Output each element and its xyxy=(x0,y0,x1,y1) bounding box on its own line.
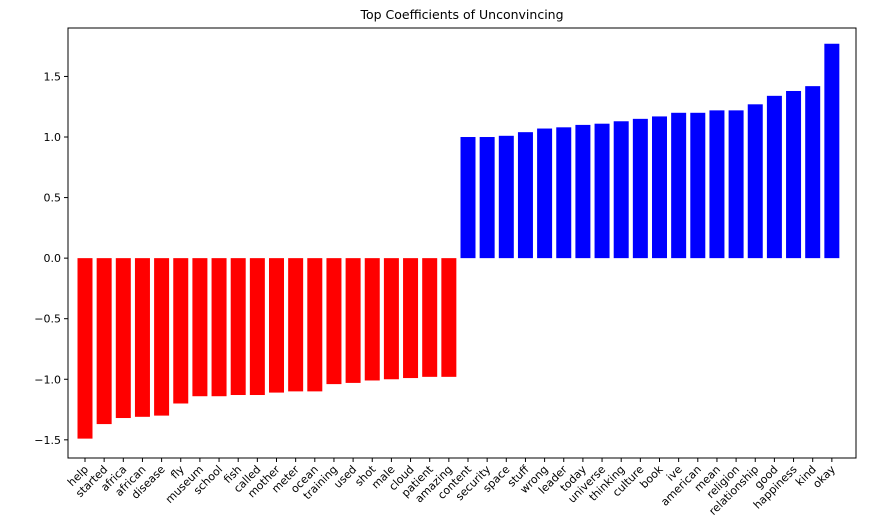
bar-used xyxy=(345,258,361,383)
bars-group xyxy=(77,43,840,439)
bar-content xyxy=(460,137,476,259)
bar-school xyxy=(211,258,227,397)
bar-security xyxy=(479,137,495,259)
bar-culture xyxy=(632,118,648,259)
bar-today xyxy=(575,124,591,259)
bar-called xyxy=(249,258,265,396)
bar-amazing xyxy=(441,258,457,377)
bar-good xyxy=(766,95,782,259)
bar-mean xyxy=(709,110,725,259)
bar-religion xyxy=(728,110,744,259)
bar-help xyxy=(77,258,93,439)
bar-museum xyxy=(192,258,208,397)
bar-african xyxy=(134,258,150,417)
bar-fly xyxy=(173,258,189,404)
bar-africa xyxy=(115,258,131,419)
bar-space xyxy=(498,135,514,259)
y-axis: −1.5 −1.0 −0.5 0.0 0.5 1.0 1.5 xyxy=(34,70,68,447)
bar-ocean xyxy=(307,258,323,392)
bar-universe xyxy=(594,123,610,259)
y-tick-label: 1.0 xyxy=(44,131,62,144)
bar-started xyxy=(96,258,112,425)
bar-relationship xyxy=(747,104,763,259)
bar-cloud xyxy=(403,258,419,379)
bar-wrong xyxy=(537,128,553,259)
bar-american xyxy=(690,112,706,259)
bar-stuff xyxy=(517,132,533,259)
y-tick-label: 0.5 xyxy=(44,192,62,205)
bar-fish xyxy=(230,258,246,396)
bar-meter xyxy=(288,258,304,392)
y-tick-label: −1.0 xyxy=(34,373,61,386)
x-tick-label: okay xyxy=(810,463,838,491)
bar-patient xyxy=(422,258,438,377)
bar-training xyxy=(326,258,342,385)
bar-thinking xyxy=(613,121,629,259)
bar-happiness xyxy=(786,90,802,259)
bar-kind xyxy=(805,86,821,259)
y-tick-label: 0.0 xyxy=(44,252,62,265)
bar-mother xyxy=(269,258,284,393)
bar-leader xyxy=(556,127,572,259)
bar-okay xyxy=(824,43,840,259)
bar-ive xyxy=(671,112,687,259)
bar-male xyxy=(383,258,399,380)
chart-title: Top Coefficients of Unconvincing xyxy=(359,7,563,22)
bar-shot xyxy=(364,258,380,381)
plot-frame xyxy=(67,27,857,459)
y-tick-label: −0.5 xyxy=(34,313,61,326)
y-tick-label: 1.5 xyxy=(44,70,62,83)
bar-book xyxy=(652,116,667,259)
y-tick-label: −1.5 xyxy=(34,434,61,447)
bar-disease xyxy=(154,258,170,416)
x-tick-label: book xyxy=(637,462,666,491)
